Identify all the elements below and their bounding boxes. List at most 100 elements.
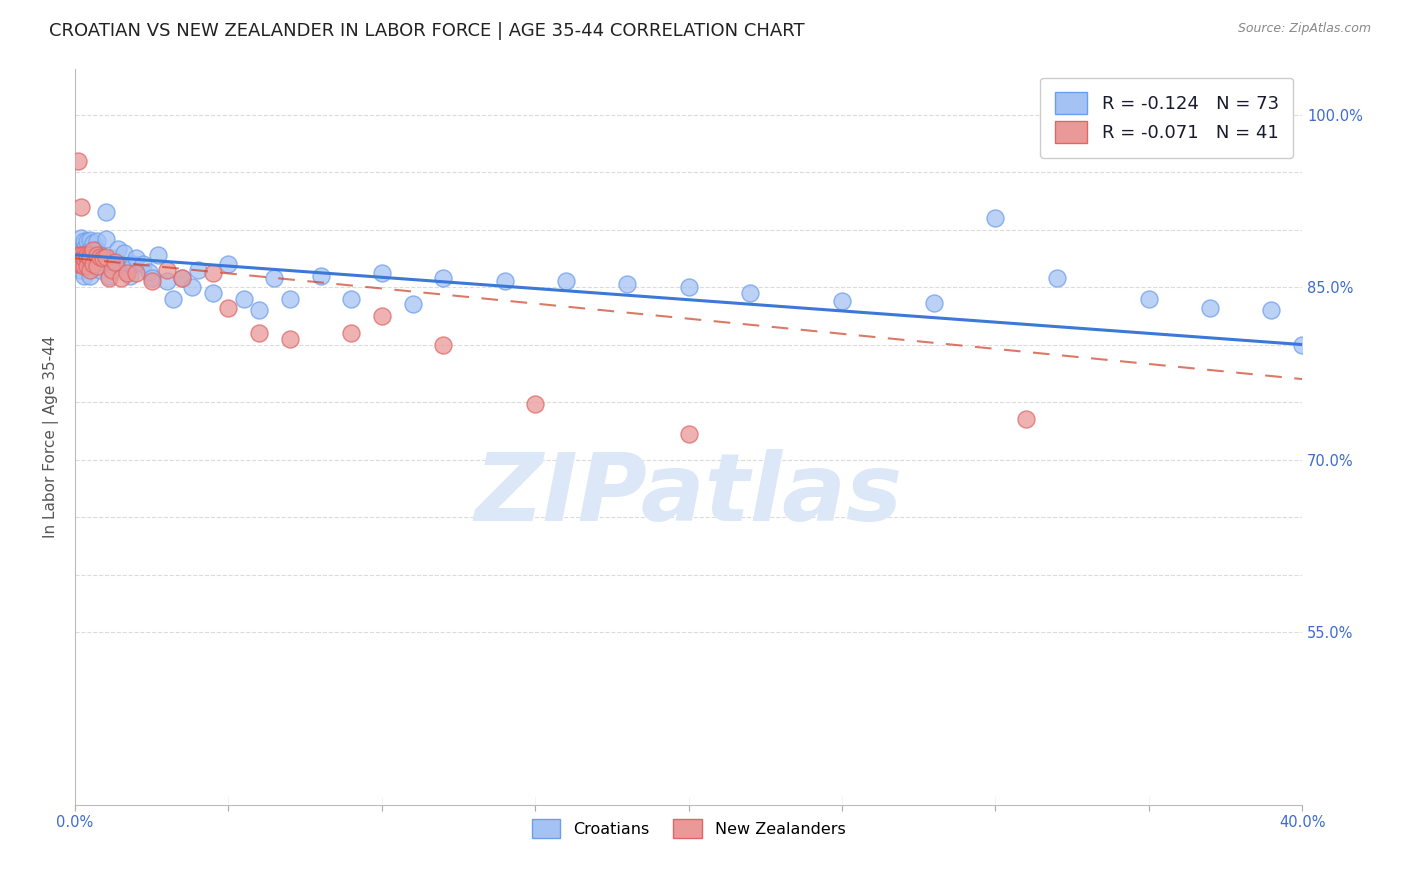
Point xyxy=(79,244,101,258)
Point xyxy=(172,271,194,285)
Point xyxy=(217,257,239,271)
Point xyxy=(86,244,108,258)
Point xyxy=(340,292,363,306)
Point xyxy=(263,271,285,285)
Text: ZIPatlas: ZIPatlas xyxy=(475,450,903,541)
Text: CROATIAN VS NEW ZEALANDER IN LABOR FORCE | AGE 35-44 CORRELATION CHART: CROATIAN VS NEW ZEALANDER IN LABOR FORCE… xyxy=(49,22,804,40)
Point xyxy=(278,332,301,346)
Point xyxy=(738,285,761,300)
Point xyxy=(73,242,96,256)
Point xyxy=(278,292,301,306)
Point xyxy=(1046,271,1069,285)
Point xyxy=(89,248,111,262)
Point xyxy=(1015,412,1038,426)
Point xyxy=(247,303,270,318)
Point xyxy=(112,245,135,260)
Point xyxy=(120,268,142,283)
Point xyxy=(82,244,104,258)
Point xyxy=(67,248,90,262)
Point xyxy=(86,234,108,248)
Point xyxy=(115,266,138,280)
Point xyxy=(138,265,160,279)
Point xyxy=(156,262,179,277)
Point xyxy=(141,271,163,285)
Point xyxy=(67,244,90,258)
Point xyxy=(67,254,90,268)
Point xyxy=(554,274,576,288)
Point xyxy=(67,153,90,168)
Point xyxy=(524,397,547,411)
Point xyxy=(101,262,124,277)
Point xyxy=(616,277,638,291)
Point xyxy=(1260,303,1282,318)
Point xyxy=(79,252,101,266)
Point xyxy=(309,268,332,283)
Point xyxy=(70,262,93,277)
Point xyxy=(91,254,114,268)
Point xyxy=(79,248,101,262)
Legend: Croatians, New Zealanders: Croatians, New Zealanders xyxy=(526,813,852,845)
Point xyxy=(371,309,394,323)
Point xyxy=(76,234,98,248)
Point xyxy=(70,252,93,266)
Point xyxy=(91,252,114,266)
Point xyxy=(678,427,700,442)
Point xyxy=(432,337,454,351)
Point xyxy=(73,268,96,283)
Point xyxy=(122,257,145,271)
Point xyxy=(97,271,120,285)
Point xyxy=(89,250,111,264)
Point xyxy=(1199,301,1222,315)
Point xyxy=(70,248,93,262)
Point xyxy=(401,297,423,311)
Point xyxy=(984,211,1007,225)
Point xyxy=(73,234,96,248)
Point xyxy=(247,326,270,340)
Point xyxy=(89,262,111,277)
Point xyxy=(156,274,179,288)
Point xyxy=(172,271,194,285)
Point xyxy=(76,252,98,266)
Point xyxy=(70,200,93,214)
Point xyxy=(1291,337,1313,351)
Point xyxy=(82,236,104,251)
Point xyxy=(141,274,163,288)
Point xyxy=(371,266,394,280)
Point xyxy=(146,248,169,262)
Point xyxy=(73,260,96,274)
Point xyxy=(70,245,93,260)
Point xyxy=(67,257,90,271)
Point xyxy=(70,257,93,271)
Point xyxy=(131,257,153,271)
Point xyxy=(217,301,239,315)
Point xyxy=(79,233,101,247)
Point xyxy=(494,274,516,288)
Point xyxy=(76,252,98,266)
Point xyxy=(76,260,98,274)
Point xyxy=(82,257,104,271)
Text: Source: ZipAtlas.com: Source: ZipAtlas.com xyxy=(1237,22,1371,36)
Point xyxy=(432,271,454,285)
Point xyxy=(97,268,120,283)
Point xyxy=(187,262,209,277)
Point xyxy=(94,232,117,246)
Point xyxy=(79,262,101,277)
Point xyxy=(104,254,127,268)
Point xyxy=(79,248,101,262)
Point xyxy=(82,252,104,266)
Point xyxy=(73,248,96,262)
Y-axis label: In Labor Force | Age 35-44: In Labor Force | Age 35-44 xyxy=(44,335,59,538)
Point xyxy=(202,266,225,280)
Point xyxy=(202,285,225,300)
Point xyxy=(831,293,853,308)
Point xyxy=(110,257,132,271)
Point xyxy=(340,326,363,340)
Point xyxy=(115,262,138,277)
Point xyxy=(104,260,127,274)
Point xyxy=(70,230,93,244)
Point xyxy=(180,280,202,294)
Point xyxy=(79,268,101,283)
Point xyxy=(101,252,124,266)
Point xyxy=(162,292,184,306)
Point xyxy=(73,248,96,262)
